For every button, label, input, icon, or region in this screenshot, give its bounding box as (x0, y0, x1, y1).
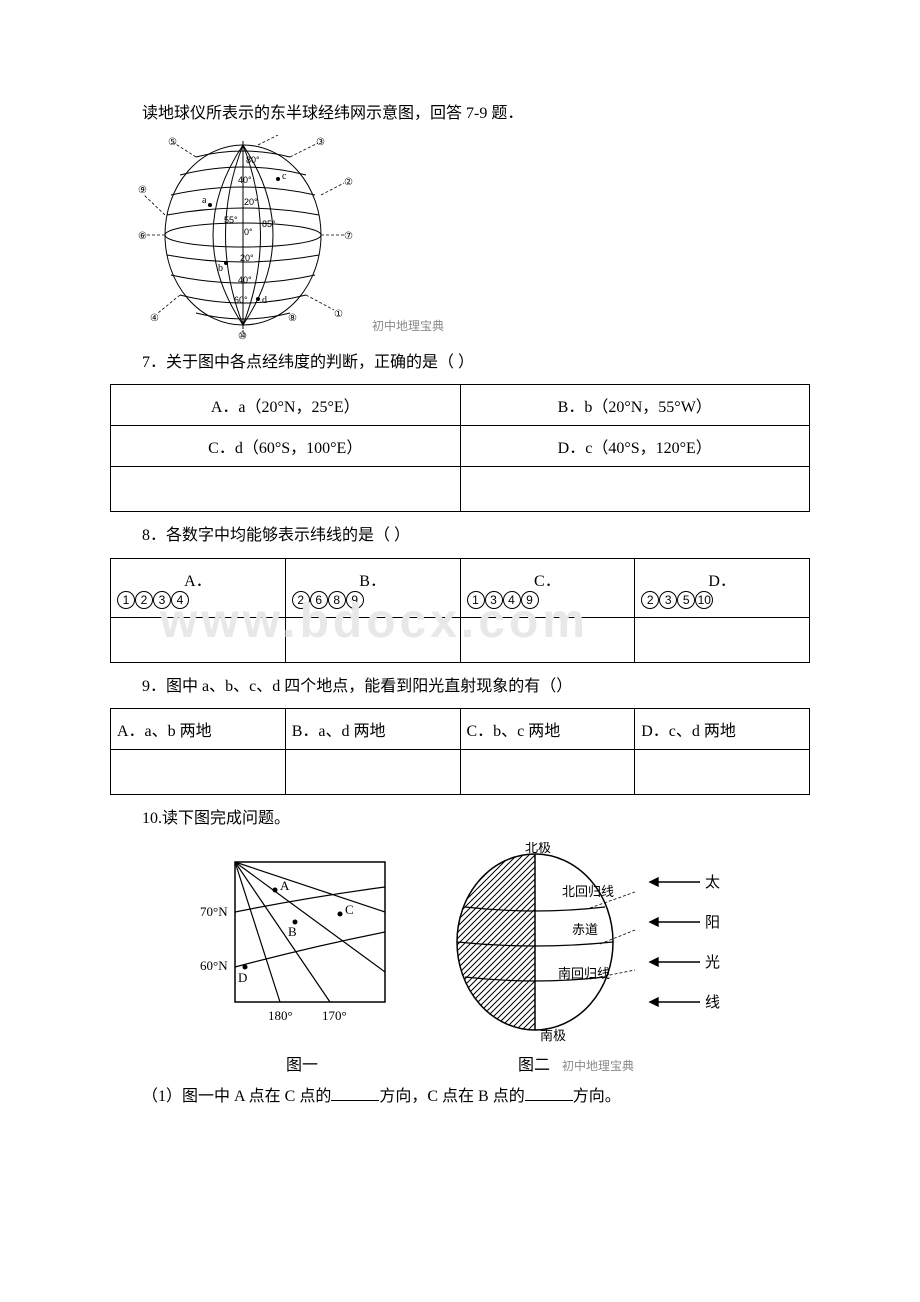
svg-text:c: c (282, 171, 287, 182)
q9-stem: 9．图中 a、b、c、d 四个地点，能看到阳光直射现象的有（） (110, 673, 810, 700)
figure-two: 北极 南极 北回归线 赤道 南回归线 (440, 842, 720, 1042)
svg-text:180°: 180° (268, 1008, 293, 1023)
svg-text:D: D (238, 970, 247, 985)
q9-opt-b: B．a、d 两地 (285, 709, 460, 750)
svg-text:③: ③ (316, 137, 325, 148)
svg-text:①: ① (334, 309, 343, 320)
intro-text: 读地球仪所表示的东半球经纬网示意图，回答 7-9 题． (110, 100, 810, 127)
q8-opt-c: C． 1349 (460, 558, 635, 617)
svg-text:⑤: ⑤ (168, 137, 177, 148)
svg-text:70°N: 70°N (200, 904, 228, 919)
svg-text:南回归线: 南回归线 (558, 966, 610, 981)
blank-2 (525, 1084, 573, 1101)
q10-sub1: （1）图一中 A 点在 C 点的方向，C 点在 B 点的方向。 (110, 1083, 810, 1110)
q7-options-table: A．a（20°N，25°E） B．b（20°N，55°W） C．d（60°S，1… (110, 384, 810, 512)
q9-opt-a: A．a、b 两地 (111, 709, 286, 750)
figure-one: A B C D 70°N 60°N 180° 170° (200, 842, 400, 1032)
svg-text:光: 光 (705, 954, 720, 971)
blank-1 (331, 1084, 379, 1101)
svg-text:⑨: ⑨ (138, 185, 147, 196)
fig2-tag: 初中地理宝典 (562, 1059, 634, 1073)
svg-text:④: ④ (150, 313, 159, 324)
svg-text:60°: 60° (234, 295, 248, 305)
q7-stem: 7．关于图中各点经纬度的判断，正确的是（ ） (110, 349, 810, 376)
q7-opt-a: A．a（20°N，25°E） (111, 385, 461, 426)
svg-text:北回归线: 北回归线 (562, 884, 614, 899)
svg-text:南极: 南极 (540, 1028, 566, 1042)
q8-opt-b: B． 2689 (285, 558, 460, 617)
svg-text:40°: 40° (238, 275, 252, 285)
q8-opt-a: A． 1234 (111, 558, 286, 617)
svg-text:20°: 20° (244, 197, 258, 207)
svg-text:170°: 170° (322, 1008, 347, 1023)
q7-opt-d: D．c（40°S，120°E） (460, 426, 810, 467)
q7-opt-c: C．d（60°S，100°E） (111, 426, 461, 467)
svg-text:60°N: 60°N (200, 958, 228, 973)
globe-figure: ⑤ ③ ⑨ ② ⑥ ⑦ ④ ① ⑧ ⑩ 80° 40° 20° 55° (138, 135, 810, 345)
svg-text:线: 线 (705, 994, 720, 1011)
fig1-caption: 图一 (286, 1051, 318, 1075)
q10-stem: 10.读下图完成问题。 (110, 805, 810, 832)
svg-text:20°: 20° (240, 253, 254, 263)
svg-text:B: B (288, 924, 297, 939)
q10-figures: A B C D 70°N 60°N 180° 170° (110, 842, 810, 1047)
svg-text:北极: 北极 (525, 842, 551, 855)
q9-opt-d: D．c、d 两地 (635, 709, 810, 750)
svg-text:⑩: ⑩ (238, 331, 247, 340)
svg-text:d: d (262, 295, 267, 306)
svg-text:A: A (280, 878, 290, 893)
svg-text:0°: 0° (244, 227, 253, 237)
svg-text:太: 太 (705, 874, 720, 891)
svg-text:阳: 阳 (705, 914, 720, 931)
q9-options-table: A．a、b 两地 B．a、d 两地 C．b、c 两地 D．c、d 两地 (110, 708, 810, 795)
svg-text:⑦: ⑦ (344, 231, 353, 242)
q8-opt-d: D． 23510 (635, 558, 810, 617)
svg-text:b: b (218, 263, 223, 274)
q8-stem: 8．各数字中均能够表示纬线的是（ ） (110, 522, 810, 549)
svg-text:85°: 85° (262, 219, 276, 229)
fig2-caption: 图二 (518, 1057, 550, 1074)
svg-text:②: ② (344, 177, 353, 188)
svg-text:⑥: ⑥ (138, 231, 147, 242)
svg-text:40°: 40° (238, 175, 252, 185)
svg-text:a: a (202, 195, 207, 206)
q7-opt-b: B．b（20°N，55°W） (460, 385, 810, 426)
svg-text:80°: 80° (246, 155, 260, 165)
svg-text:C: C (345, 902, 354, 917)
globe-tag: 初中地理宝典 (372, 319, 444, 333)
svg-text:55°: 55° (224, 215, 238, 225)
svg-text:⑧: ⑧ (288, 313, 297, 324)
svg-text:赤道: 赤道 (572, 922, 598, 937)
q8-options-table: A． 1234 B． 2689 C． 1349 D． 23510 (110, 558, 810, 663)
q9-opt-c: C．b、c 两地 (460, 709, 635, 750)
